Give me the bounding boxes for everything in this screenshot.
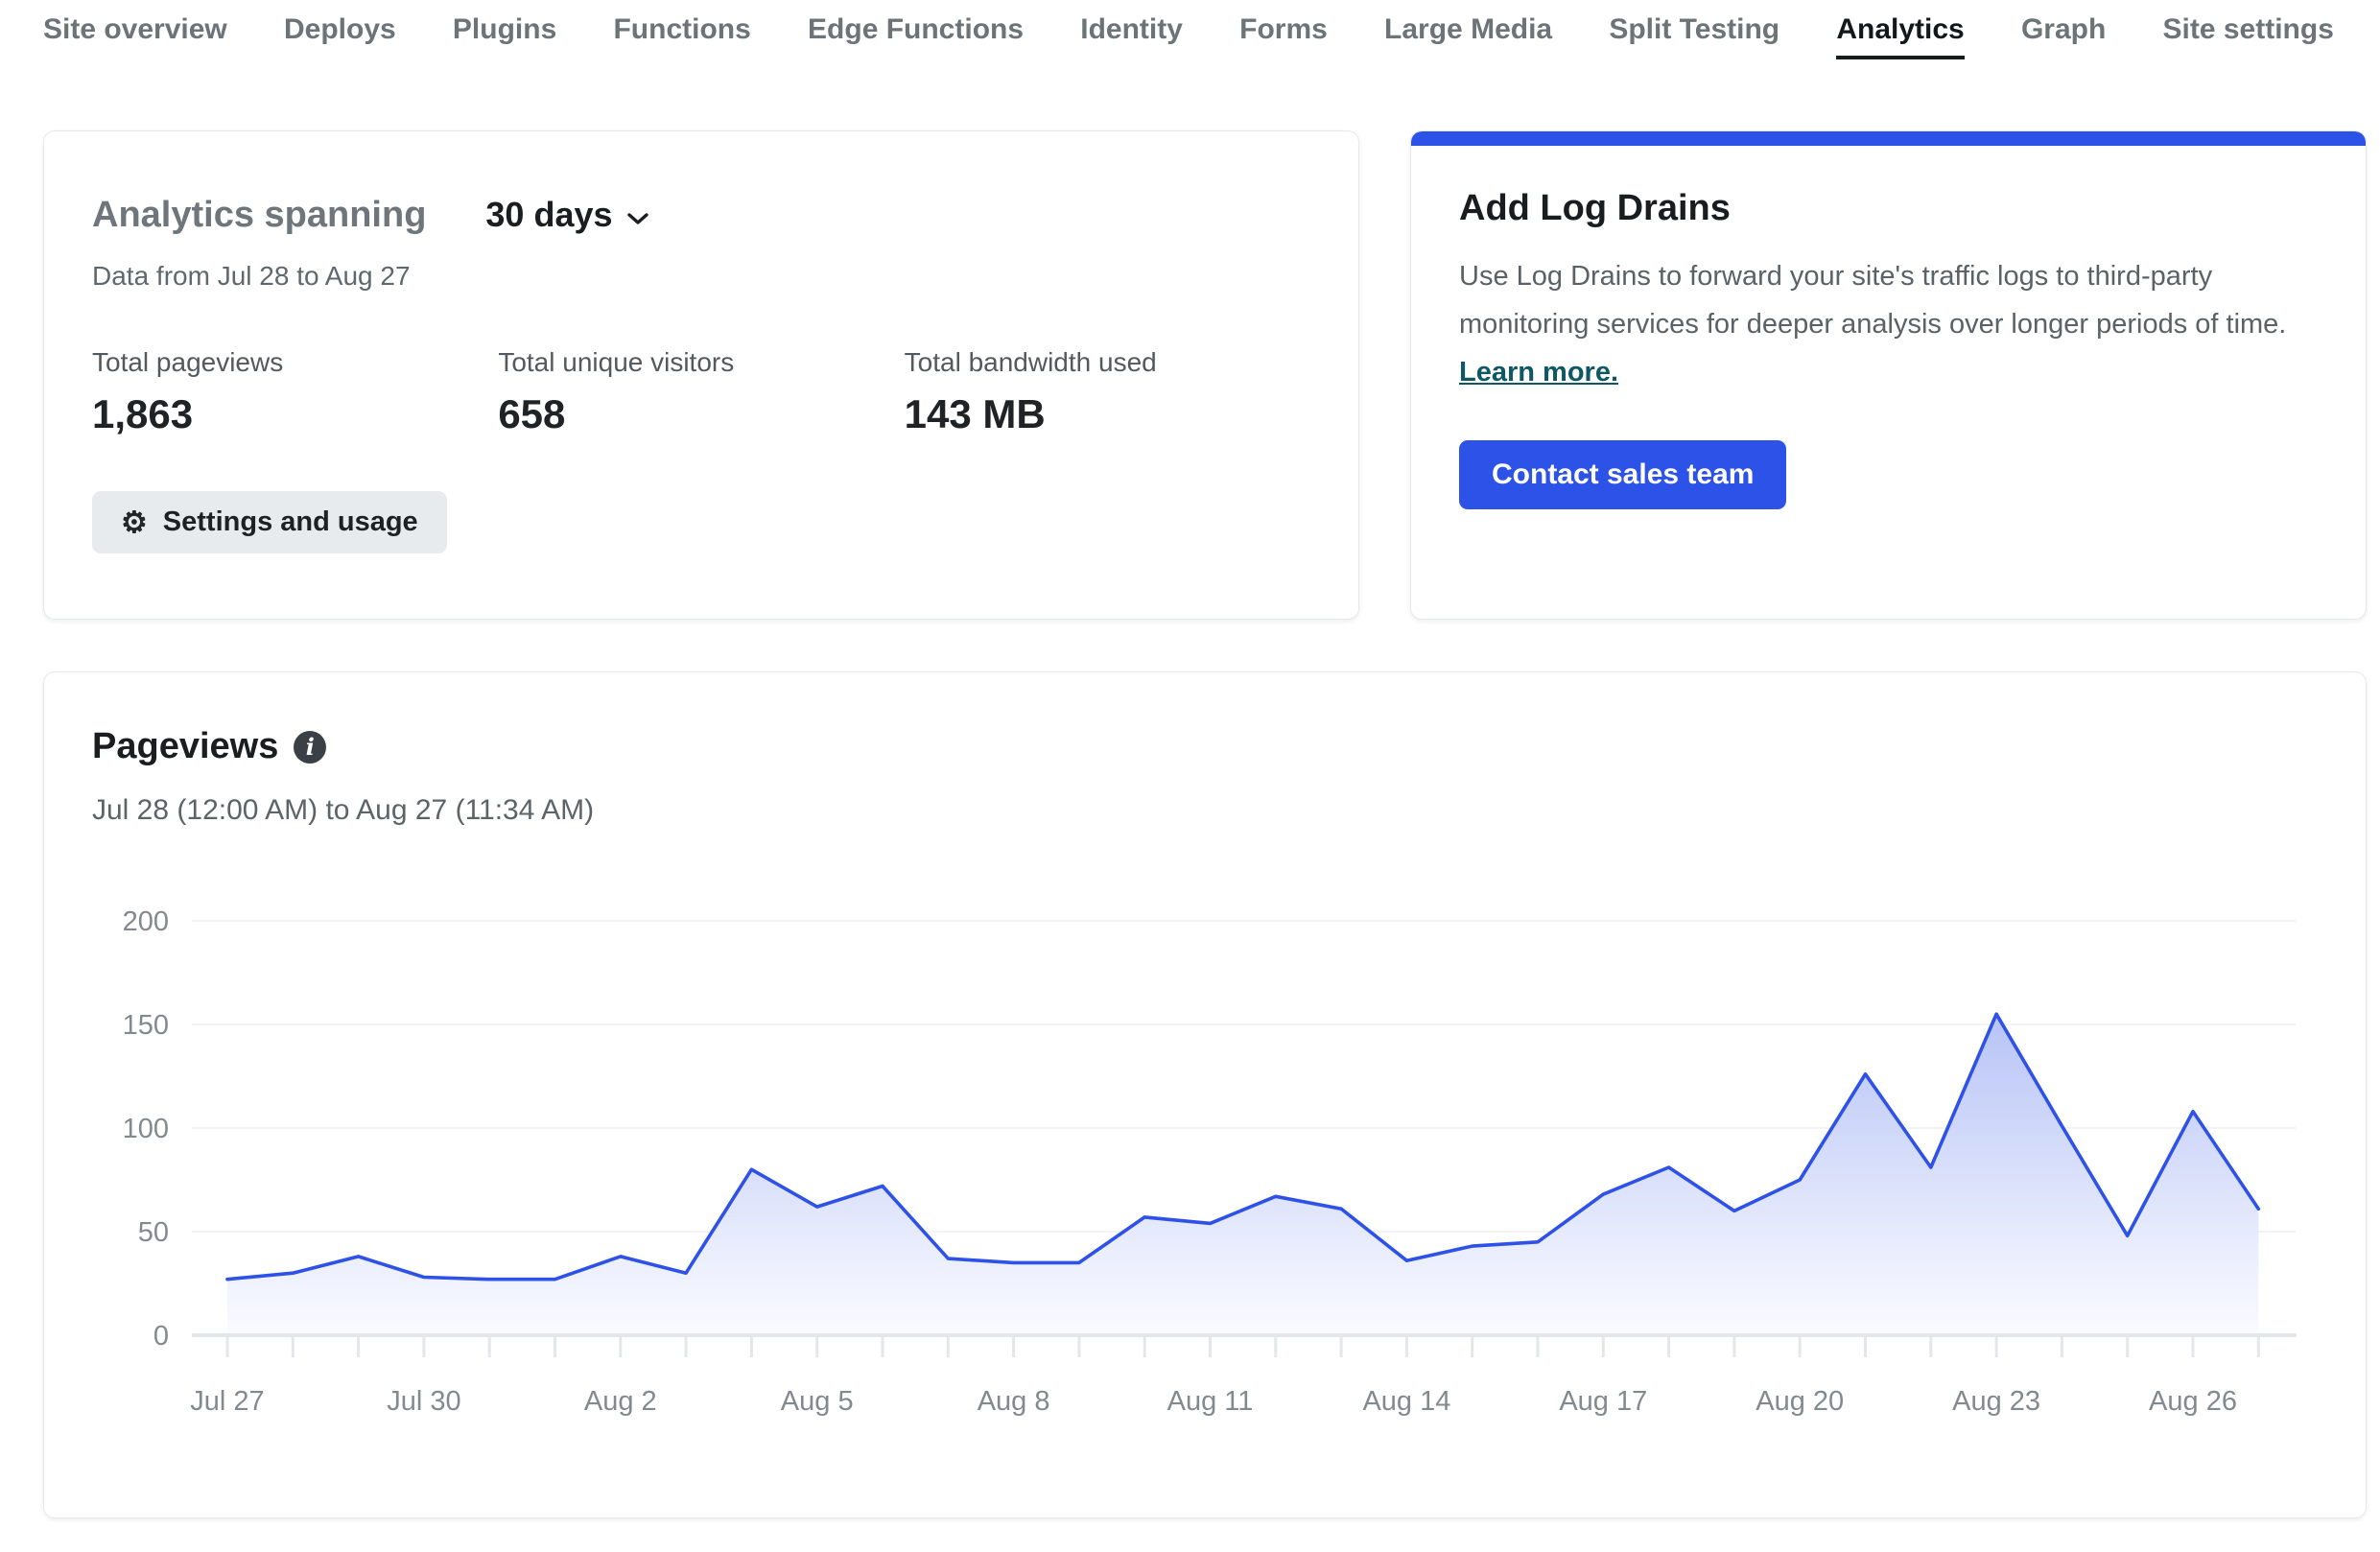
svg-text:Aug 26: Aug 26	[2149, 1386, 2237, 1417]
pageviews-chart[interactable]: 0 50 100 150 200 Jul 27 Jul 30 Aug 2 Aug 5 Aug 8 A…	[44, 863, 2327, 1458]
tab-large-media[interactable]: Large Media	[1384, 13, 1553, 45]
date-range-value: 30 days	[485, 195, 613, 234]
tab-split-testing[interactable]: Split Testing	[1609, 13, 1780, 45]
svg-text:150: 150	[123, 1010, 169, 1041]
tab-identity[interactable]: Identity	[1080, 13, 1183, 45]
settings-and-usage-button[interactable]: ⚙ Settings and usage	[92, 491, 447, 553]
log-drains-description-text: Use Log Drains to forward your site's tr…	[1459, 261, 2287, 340]
contact-sales-button[interactable]: Contact sales team	[1459, 440, 1787, 509]
tab-deploys[interactable]: Deploys	[283, 13, 396, 45]
pageviews-card: Pageviews i Jul 28 (12:00 AM) to Aug 27 …	[43, 671, 2367, 1518]
pageviews-header: Pageviews i Jul 28 (12:00 AM) to Aug 27 …	[44, 726, 2366, 827]
svg-text:Jul 30: Jul 30	[387, 1386, 460, 1417]
stat-value: 143 MB	[904, 391, 1046, 436]
summary-row: Analytics spanning 30 days Data from Jul…	[43, 130, 2380, 620]
svg-text:Aug 2: Aug 2	[584, 1386, 657, 1417]
gear-icon: ⚙	[121, 506, 148, 539]
stat-label: Total pageviews	[92, 347, 284, 377]
svg-text:0: 0	[153, 1321, 169, 1352]
analytics-summary-header: Analytics spanning 30 days	[92, 195, 1310, 236]
stat-value: 658	[498, 391, 566, 436]
date-range-subtitle: Data from Jul 28 to Aug 27	[92, 261, 411, 291]
tab-edge-functions[interactable]: Edge Functions	[808, 13, 1025, 45]
svg-text:50: 50	[138, 1217, 169, 1248]
tab-site-overview[interactable]: Site overview	[43, 13, 227, 45]
log-drains-description: Use Log Drains to forward your site's tr…	[1459, 252, 2327, 396]
log-drains-title: Add Log Drains	[1459, 188, 1731, 228]
analytics-summary-card: Analytics spanning 30 days Data from Jul…	[43, 130, 1359, 620]
log-drains-card: Add Log Drains Use Log Drains to forward…	[1410, 130, 2367, 620]
analytics-spanning-title: Analytics spanning	[92, 195, 427, 235]
settings-button-label: Settings and usage	[162, 506, 418, 537]
stat-value: 1,863	[92, 391, 194, 436]
chevron-down-icon	[626, 195, 649, 235]
tab-plugins[interactable]: Plugins	[452, 13, 557, 45]
svg-text:Aug 20: Aug 20	[1756, 1386, 1844, 1417]
stats-row: Total pageviews 1,863 Total unique visitor…	[92, 347, 1310, 437]
learn-more-link[interactable]: Learn more.	[1459, 357, 1618, 388]
svg-text:100: 100	[123, 1114, 169, 1144]
pageviews-title: Pageviews	[92, 726, 279, 766]
stat-label: Total bandwidth used	[904, 347, 1157, 377]
svg-text:200: 200	[123, 906, 169, 937]
svg-text:Aug 8: Aug 8	[978, 1386, 1050, 1417]
stat-total-pageviews: Total pageviews 1,863	[92, 347, 498, 437]
stat-total-bandwidth-used: Total bandwidth used 143 MB	[905, 347, 1310, 437]
log-drains-body: Add Log Drains Use Log Drains to forward…	[1411, 146, 2366, 509]
tab-analytics[interactable]: Analytics	[1836, 13, 1965, 59]
card-accent-bar	[1411, 131, 2366, 146]
pageviews-subtitle: Jul 28 (12:00 AM) to Aug 27 (11:34 AM)	[92, 794, 595, 826]
tab-functions[interactable]: Functions	[613, 13, 751, 45]
tab-forms[interactable]: Forms	[1239, 13, 1328, 45]
tab-graph[interactable]: Graph	[2020, 13, 2107, 45]
svg-text:Aug 23: Aug 23	[1952, 1386, 2040, 1417]
date-range-selector[interactable]: 30 days	[485, 195, 648, 235]
stat-label: Total unique visitors	[498, 347, 735, 377]
tab-site-settings[interactable]: Site settings	[2162, 13, 2334, 45]
svg-text:Aug 11: Aug 11	[1167, 1386, 1254, 1417]
svg-text:Jul 27: Jul 27	[190, 1386, 264, 1417]
svg-text:Aug 14: Aug 14	[1362, 1386, 1450, 1417]
site-nav: Site overview Deploys Plugins Functions Edge…	[43, 13, 2334, 59]
info-icon[interactable]: i	[294, 730, 327, 764]
svg-text:Aug 5: Aug 5	[781, 1386, 854, 1417]
stat-total-unique-visitors: Total unique visitors 658	[498, 347, 904, 437]
svg-text:Aug 17: Aug 17	[1559, 1386, 1647, 1417]
